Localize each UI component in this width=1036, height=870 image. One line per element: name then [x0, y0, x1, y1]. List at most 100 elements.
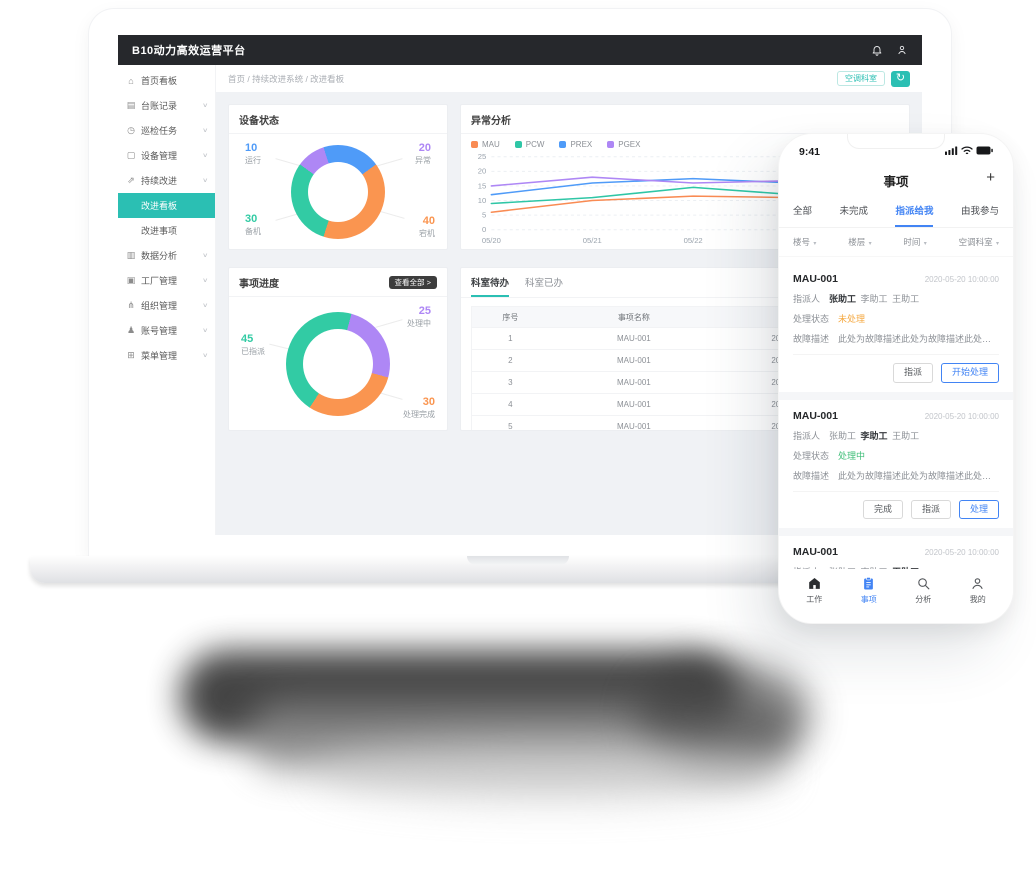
- finish-button[interactable]: 完成: [862, 499, 903, 520]
- legend-swatch: [514, 141, 522, 148]
- legend-item-pcw[interactable]: PCW: [514, 140, 544, 149]
- chevron-down-icon: ∨: [201, 253, 208, 259]
- table-cell: 2: [508, 356, 513, 365]
- filter-floor[interactable]: 楼层 ▾: [848, 237, 872, 247]
- donut-label-processing: 25 处理中: [407, 305, 431, 328]
- chevron-down-icon: ∨: [201, 178, 208, 184]
- bell-icon[interactable]: [871, 44, 883, 56]
- legend-item-prex[interactable]: PREX: [559, 140, 592, 149]
- factory-management-icon: ▣: [126, 275, 136, 285]
- chevron-down-icon: ∨: [201, 153, 208, 159]
- item-progress-donut: [286, 311, 390, 416]
- sidebar-item-org-management[interactable]: ⋔ 组织管理 ∨: [118, 293, 215, 318]
- sidebar-item-label: 台账记录: [141, 101, 178, 111]
- tab-dept-todo[interactable]: 科室待办: [471, 275, 510, 297]
- sidebar-item-label: 组织管理: [141, 301, 178, 311]
- task-card[interactable]: MAU-001 2020-05-20 10:00:00 指派人 张助工 李助工 …: [779, 263, 1013, 392]
- sidebar-item-ledger-records[interactable]: ▤ 台账记录 ∨: [118, 93, 215, 118]
- process-button[interactable]: 处理: [958, 499, 999, 520]
- sidebar-item-label: 改进看板: [141, 201, 178, 211]
- table-cell: 3: [508, 378, 513, 387]
- svg-text:0: 0: [482, 225, 486, 234]
- clock-text: 9:41: [799, 146, 821, 158]
- person-icon: [970, 576, 985, 591]
- sidebar-item-inspection-tasks[interactable]: ◷ 巡检任务 ∨: [118, 118, 215, 143]
- sidebar-item-label: 账号管理: [141, 326, 178, 336]
- card-title: 异常分析: [471, 116, 511, 127]
- tab-assigned-to-me[interactable]: 指派给我: [895, 203, 934, 227]
- start-processing-button[interactable]: 开始处理: [940, 363, 999, 383]
- svg-text:05/20: 05/20: [482, 236, 501, 245]
- task-time: 2020-05-20 10:00:00: [924, 275, 999, 284]
- phone-filters: 楼号 ▾ 楼层 ▾ 时间 ▾ 空调科室 ▾: [779, 228, 1013, 257]
- sidebar-item-label: 工厂管理: [141, 276, 178, 286]
- page-title: 事项: [883, 175, 909, 189]
- search-icon: [916, 576, 931, 591]
- tab-unfinished[interactable]: 未完成: [839, 206, 868, 217]
- donut-label-assigned: 45 已指派: [241, 333, 265, 356]
- phone-tabs: 全部 未完成 指派给我 由我参与: [779, 191, 1013, 228]
- sidebar-item-menu-management[interactable]: ⊞ 菜单管理 ∨: [118, 343, 215, 368]
- task-list: MAU-001 2020-05-20 10:00:00 指派人 张助工 李助工 …: [779, 263, 1013, 608]
- phone-bottom-nav: 工作 事项 分析 我的: [779, 569, 1013, 623]
- tab-all[interactable]: 全部: [793, 206, 813, 217]
- account-management-icon: ♟: [126, 325, 136, 335]
- sidebar-item-home-dashboard[interactable]: ⌂ 首页看板: [118, 68, 215, 93]
- task-title: MAU-001: [793, 409, 838, 422]
- user-icon[interactable]: [896, 44, 908, 56]
- ledger-records-icon: ▤: [126, 100, 136, 110]
- sidebar-item-label: 数据分析: [141, 251, 178, 261]
- nav-profile[interactable]: 我的: [951, 576, 1006, 613]
- inspection-tasks-icon: ◷: [127, 125, 135, 135]
- sidebar-item-improvement-items[interactable]: 改进事项: [118, 218, 215, 243]
- sidebar-item-label: 首页看板: [141, 76, 178, 86]
- table-cell: MAU-001: [616, 356, 651, 365]
- assign-button[interactable]: 指派: [910, 499, 951, 520]
- dept-filter-button[interactable]: 空调科室: [837, 70, 885, 87]
- sidebar-item-improvement-dashboard[interactable]: 改进看板: [118, 193, 215, 218]
- breadcrumb: 首页 / 持续改进系统 / 改进看板: [228, 73, 345, 84]
- caret-down-icon: ▾: [868, 241, 872, 247]
- phone-header: 事项 +: [795, 169, 997, 191]
- menu-management-icon: ⊞: [127, 350, 135, 360]
- chevron-down-icon: ∨: [201, 278, 208, 284]
- sidebar-item-device-management[interactable]: ▢ 设备管理 ∨: [118, 143, 215, 168]
- table-cell: MAU-001: [616, 334, 651, 343]
- filter-building[interactable]: 楼号 ▾: [793, 237, 817, 247]
- filter-time[interactable]: 时间 ▾: [903, 237, 927, 247]
- caret-down-icon: ▾: [813, 241, 817, 247]
- assignee: 王助工: [892, 294, 920, 304]
- device-management-icon: ▢: [126, 150, 136, 160]
- sidebar-item-continuous-improvement[interactable]: ⇗ 持续改进 ∨: [118, 168, 215, 193]
- assign-button[interactable]: 指派: [892, 363, 933, 383]
- tab-dept-done[interactable]: 科室已办: [525, 278, 564, 289]
- sidebar-item-label: 持续改进: [141, 176, 178, 186]
- legend-item-mau[interactable]: MAU: [471, 140, 500, 149]
- tab-participated[interactable]: 由我参与: [960, 206, 999, 217]
- donut-label-completed: 30 处理完成: [403, 396, 435, 419]
- clipboard-icon: [861, 576, 876, 591]
- table-cell: MAU-001: [616, 422, 651, 431]
- filter-dept[interactable]: 空调科室 ▾: [958, 237, 999, 247]
- task-card[interactable]: MAU-001 2020-05-20 10:00:00 指派人 张助工 李助工 …: [779, 399, 1013, 529]
- device-status-card: 设备状态 10 运行: [228, 104, 448, 250]
- svg-text:05/22: 05/22: [684, 236, 703, 245]
- nav-work[interactable]: 工作: [787, 576, 842, 613]
- wifi-icon: [961, 146, 973, 158]
- refresh-button[interactable]: ↻: [891, 70, 910, 87]
- legend-item-pgex[interactable]: PGEX: [607, 140, 640, 149]
- nav-tasks[interactable]: 事项: [842, 576, 897, 613]
- view-all-button[interactable]: 查看全部 >: [388, 276, 437, 289]
- nav-analysis[interactable]: 分析: [896, 576, 951, 613]
- caret-down-icon: ▾: [995, 241, 999, 247]
- sidebar-item-account-management[interactable]: ♟ 账号管理 ∨: [118, 318, 215, 343]
- card-title: 设备状态: [239, 116, 279, 127]
- sidebar-item-factory-management[interactable]: ▣ 工厂管理 ∨: [118, 268, 215, 293]
- status-badge: 未处理: [838, 314, 866, 324]
- svg-text:10: 10: [478, 196, 486, 205]
- battery-icon: [976, 146, 993, 158]
- sidebar-item-data-analysis[interactable]: ▥ 数据分析 ∨: [118, 243, 215, 268]
- table-cell: 1: [508, 334, 513, 343]
- add-button[interactable]: +: [986, 169, 995, 186]
